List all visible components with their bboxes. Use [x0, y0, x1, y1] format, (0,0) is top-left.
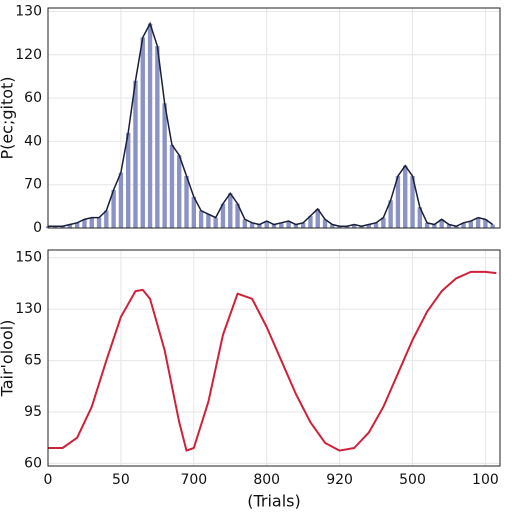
bar — [133, 80, 138, 228]
bar — [483, 219, 488, 228]
y-tick-label: 95 — [24, 404, 42, 420]
bar — [359, 226, 364, 228]
bar — [242, 219, 248, 228]
bar — [271, 224, 277, 228]
bar — [490, 224, 495, 228]
bar — [330, 224, 335, 228]
bar — [439, 219, 444, 228]
y-tick-label: 70 — [24, 177, 42, 193]
bar — [198, 210, 204, 228]
bar — [82, 219, 87, 228]
bar — [184, 176, 189, 228]
bar — [468, 221, 474, 228]
y-tick-label: 65 — [24, 353, 42, 369]
y-tick-label: 130 — [15, 301, 42, 317]
bar — [264, 221, 269, 228]
x-tick-label: 920 — [326, 472, 353, 488]
x-axis-label: (Trials) — [247, 492, 301, 511]
bar — [388, 200, 393, 228]
y-tick-label: 150 — [15, 250, 42, 266]
y-tick-label: 120 — [15, 47, 42, 63]
bar — [432, 224, 437, 228]
bar — [352, 224, 357, 228]
bar — [322, 219, 328, 228]
plot-frame — [47, 249, 501, 467]
bar — [417, 207, 422, 228]
bar — [315, 208, 320, 228]
bar — [162, 103, 167, 228]
bar — [337, 226, 342, 228]
bar — [67, 224, 73, 228]
bar — [424, 222, 430, 228]
bar — [279, 222, 284, 228]
bar — [403, 165, 408, 228]
bar — [53, 226, 58, 228]
x-tick-label: 700 — [180, 472, 207, 488]
bar — [454, 226, 459, 228]
bar — [104, 210, 109, 228]
bar — [446, 224, 452, 228]
x-tick-label: 50 — [112, 472, 130, 488]
bar — [191, 196, 196, 228]
bar — [308, 215, 313, 228]
bar — [228, 193, 233, 228]
bar — [300, 222, 306, 228]
bar — [366, 224, 371, 228]
bar — [235, 203, 240, 228]
bar — [461, 222, 466, 228]
bar — [155, 46, 160, 229]
bar — [89, 217, 94, 228]
bar — [373, 222, 379, 228]
series-line — [48, 270, 497, 452]
y-tick-label: 60 — [24, 455, 42, 471]
bar — [286, 221, 291, 228]
envelope-line — [48, 21, 494, 228]
x-tick-label: 500 — [399, 472, 426, 488]
bar — [344, 226, 350, 228]
y-tick-label: 130 — [15, 3, 42, 19]
x-tick-label: 100 — [472, 472, 499, 488]
bar — [74, 222, 80, 228]
bar — [60, 226, 65, 228]
bar — [293, 224, 299, 228]
bar — [140, 37, 145, 228]
bar — [410, 176, 415, 228]
bar — [118, 172, 124, 228]
bar — [381, 217, 386, 228]
y-axis-label: Tair'olool) — [0, 320, 17, 398]
bar — [475, 217, 481, 228]
bar — [206, 214, 211, 228]
bar — [177, 155, 182, 228]
y-axis-label: P(ec;gitot) — [0, 76, 17, 159]
bar — [395, 176, 401, 228]
x-tick-label: 800 — [253, 472, 280, 488]
bar — [220, 203, 226, 228]
plot-frame — [47, 7, 501, 229]
bar — [96, 217, 102, 228]
bar — [111, 189, 116, 228]
bar — [257, 224, 262, 228]
x-tick-label: 0 — [44, 472, 53, 488]
bar — [126, 132, 131, 228]
bar — [147, 23, 153, 229]
y-tick-label: 40 — [24, 133, 42, 149]
bar — [213, 217, 218, 228]
y-tick-label: 0 — [33, 220, 42, 236]
bar — [169, 144, 175, 228]
bar — [249, 222, 255, 228]
y-tick-label: 60 — [24, 90, 42, 106]
